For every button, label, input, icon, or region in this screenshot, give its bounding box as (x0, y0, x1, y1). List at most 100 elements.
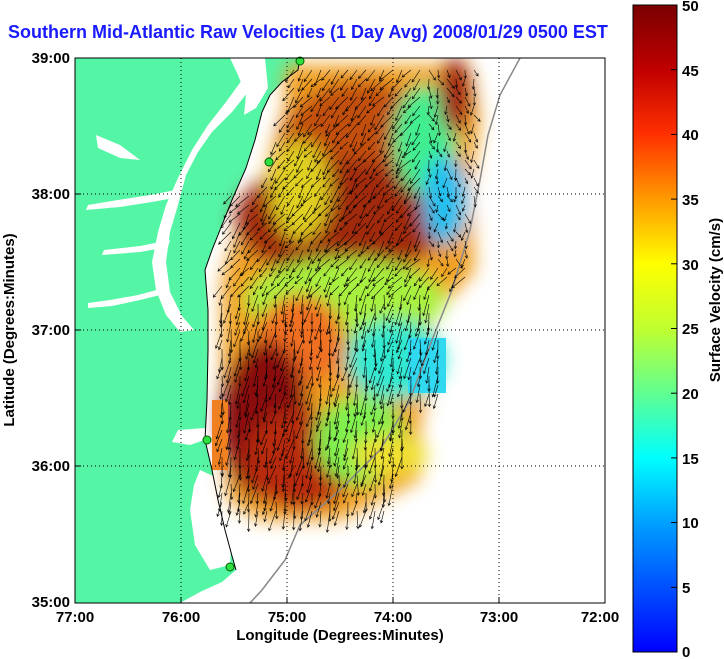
velocity-arrow (374, 249, 385, 261)
velocity-arrow (264, 348, 269, 363)
velocity-arrow (394, 267, 403, 277)
velocity-arrow (269, 447, 277, 465)
velocity-arrow (254, 384, 259, 396)
velocity-arrow (428, 222, 432, 231)
velocity-arrow (286, 204, 295, 221)
velocity-arrow (368, 186, 376, 204)
velocity-arrow (315, 501, 322, 518)
velocity-arrow (428, 213, 433, 221)
velocity-arrow (268, 204, 277, 220)
colorbar-ticks (671, 4, 677, 653)
velocity-arrow (347, 285, 358, 295)
velocity-arrow (329, 96, 340, 111)
velocity-arrow (296, 267, 304, 279)
velocity-arrow (333, 384, 340, 406)
velocity-arrow (304, 501, 313, 522)
velocity-arrow (354, 492, 359, 505)
velocity-arrow (461, 258, 466, 268)
velocity-arrow (428, 96, 433, 110)
velocity-arrow (396, 339, 403, 354)
velocity-arrow (341, 204, 349, 221)
velocity-arrow (419, 267, 430, 282)
velocity-arrow (347, 375, 351, 397)
velocity-arrow (270, 186, 277, 199)
station-marker (225, 562, 235, 572)
velocity-arrow (368, 267, 376, 283)
velocity-arrow (254, 357, 259, 369)
velocity-arrow (446, 132, 451, 142)
velocity-arrow (276, 267, 286, 279)
lon-tick-label: 75:00 (268, 609, 306, 626)
velocity-arrow (342, 429, 349, 443)
velocity-arrow (428, 249, 433, 261)
velocity-arrow (265, 465, 270, 481)
velocity-arrow (464, 96, 471, 107)
velocity-arrow (334, 438, 340, 457)
velocity-arrow (435, 177, 440, 185)
velocity-arrow (346, 466, 350, 477)
velocity-arrow (418, 366, 423, 380)
velocity-arrow (356, 474, 360, 496)
velocity-arrow (228, 213, 241, 223)
velocity-arrow (443, 141, 448, 153)
velocity-arrow (342, 483, 349, 498)
colorbar-tick-label: 5 (682, 580, 690, 597)
velocity-arrow (463, 114, 468, 126)
velocity-arrow (318, 474, 323, 487)
velocity-arrow (326, 294, 331, 307)
velocity-arrow (359, 510, 367, 528)
velocity-arrow (351, 78, 358, 91)
velocity-arrow (299, 411, 304, 426)
velocity-arrow (286, 114, 295, 129)
velocity-arrow (281, 510, 286, 530)
velocity-arrow (306, 474, 313, 494)
velocity-arrow (314, 186, 322, 198)
velocity-arrow (237, 483, 241, 504)
velocity-arrow (350, 411, 358, 434)
velocity-arrow (382, 150, 394, 163)
velocity-arrow (274, 303, 278, 326)
velocity-arrow (322, 159, 331, 176)
velocity-arrow (303, 141, 313, 152)
velocity-arrow (379, 384, 385, 405)
velocity-arrow (379, 303, 385, 314)
velocity-arrow (367, 123, 376, 133)
velocity-arrow (286, 195, 295, 207)
velocity-arrow (386, 339, 394, 353)
velocity-arrow (319, 96, 331, 107)
plot-title: Southern Mid-Atlantic Raw Velocities (1 … (8, 22, 608, 42)
velocity-arrow (387, 276, 403, 289)
velocity-arrow (307, 240, 313, 253)
albemarle-sound (172, 428, 210, 445)
velocity-arrow (334, 411, 340, 430)
velocity-arrow (368, 366, 376, 384)
delaware-bay (230, 58, 268, 115)
velocity-arrow (226, 411, 232, 434)
velocity-arrow (261, 285, 268, 297)
velocity-arrow (295, 402, 304, 421)
velocity-arrow (365, 213, 376, 229)
velocity-arrow (406, 204, 421, 216)
velocity-arrow (396, 69, 403, 84)
velocity-arrow (257, 222, 268, 231)
velocity-arrow (336, 465, 340, 479)
velocity-arrow (395, 159, 403, 175)
velocity-arrow (400, 231, 412, 242)
velocity-arrow (299, 384, 304, 397)
velocity-arrow (338, 285, 349, 297)
velocity-arrow (242, 384, 250, 404)
velocity-arrow (328, 456, 332, 469)
velocity-arrow (306, 393, 313, 412)
velocity-arrow (263, 339, 268, 356)
velocity-arrow (383, 339, 387, 359)
velocity-arrow (273, 222, 286, 232)
velocity-arrow (453, 195, 457, 203)
velocity-arrow (345, 420, 349, 433)
velocity-arrow (426, 312, 431, 332)
velocity-arrow (472, 96, 476, 107)
velocity-arrow (464, 87, 469, 97)
velocity-arrow (276, 276, 286, 287)
velocity-arrow (240, 231, 250, 246)
velocity-arrow (228, 402, 233, 421)
velocity-arrow (375, 177, 385, 188)
